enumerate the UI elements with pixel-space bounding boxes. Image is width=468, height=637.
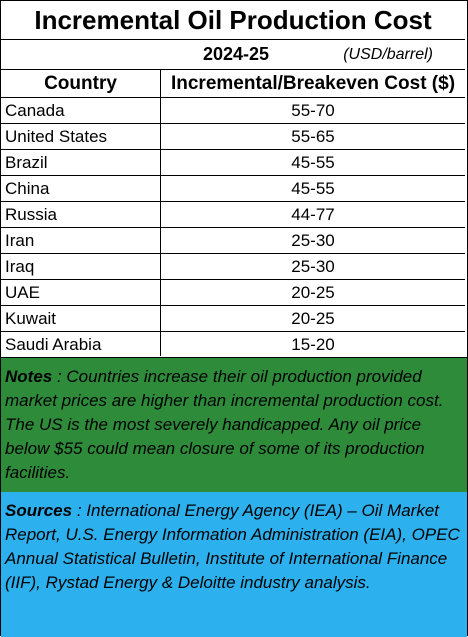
sources-text: : International Energy Agency (IEA) – Oi… [5,501,460,592]
unit-label: (USD/barrel) [343,46,433,63]
country-cell: Iran [5,231,35,250]
country-cell: China [5,179,50,198]
table-row: UAE 20-25 [1,280,465,306]
table-row: Brazil 45-55 [1,150,465,176]
cost-cell: 55-65 [291,127,335,146]
country-cell: United States [5,127,108,146]
table-row: Russia 44-77 [1,202,465,228]
cost-cell: 20-25 [291,309,335,328]
country-column-header: Country [44,73,117,94]
sources-box: Sources : International Energy Agency (I… [1,492,467,637]
country-cell: Saudi Arabia [5,335,102,354]
table-row: Iran 25-30 [1,228,465,254]
table-title: Incremental Oil Production Cost [1,1,465,40]
period-label: 2024-25 [202,44,270,64]
country-cell: Brazil [5,153,48,172]
cost-cell: 45-55 [291,153,335,172]
notes-label: Notes [5,367,53,386]
column-header-row: Country Incremental/Breakeven Cost ($) [1,70,465,98]
cost-cell: 55-70 [291,101,335,120]
table-row: United States 55-65 [1,124,465,150]
cost-cell: 15-20 [291,335,335,354]
table-row: Kuwait 20-25 [1,306,465,332]
country-cell: Kuwait [5,309,57,328]
cost-cell: 45-55 [291,179,335,198]
notes-box: Notes : Countries increase their oil pro… [1,357,467,497]
column-divider [160,69,161,356]
country-cell: Russia [5,205,57,224]
sources-label: Sources [5,501,73,520]
cost-cell: 44-77 [291,205,335,224]
table-row: Canada 55-70 [1,98,465,124]
table-row: Saudi Arabia 15-20 [1,332,465,358]
table-row: Iraq 25-30 [1,254,465,280]
country-cell: Iraq [5,257,35,276]
country-cell: Canada [5,101,65,120]
table-body: Canada 55-70 United States 55-65 Brazil 45-… [1,98,465,358]
cost-column-header: Incremental/Breakeven Cost ($) [170,73,456,94]
country-cell: UAE [5,283,40,302]
notes-text: : Countries increase their oil productio… [5,367,444,482]
table-row: China 45-55 [1,176,465,202]
cost-cell: 20-25 [291,283,335,302]
cost-cell: 25-30 [291,257,335,276]
cost-cell: 25-30 [291,231,335,250]
subheader-row: 2024-25 (USD/barrel) [1,40,465,70]
